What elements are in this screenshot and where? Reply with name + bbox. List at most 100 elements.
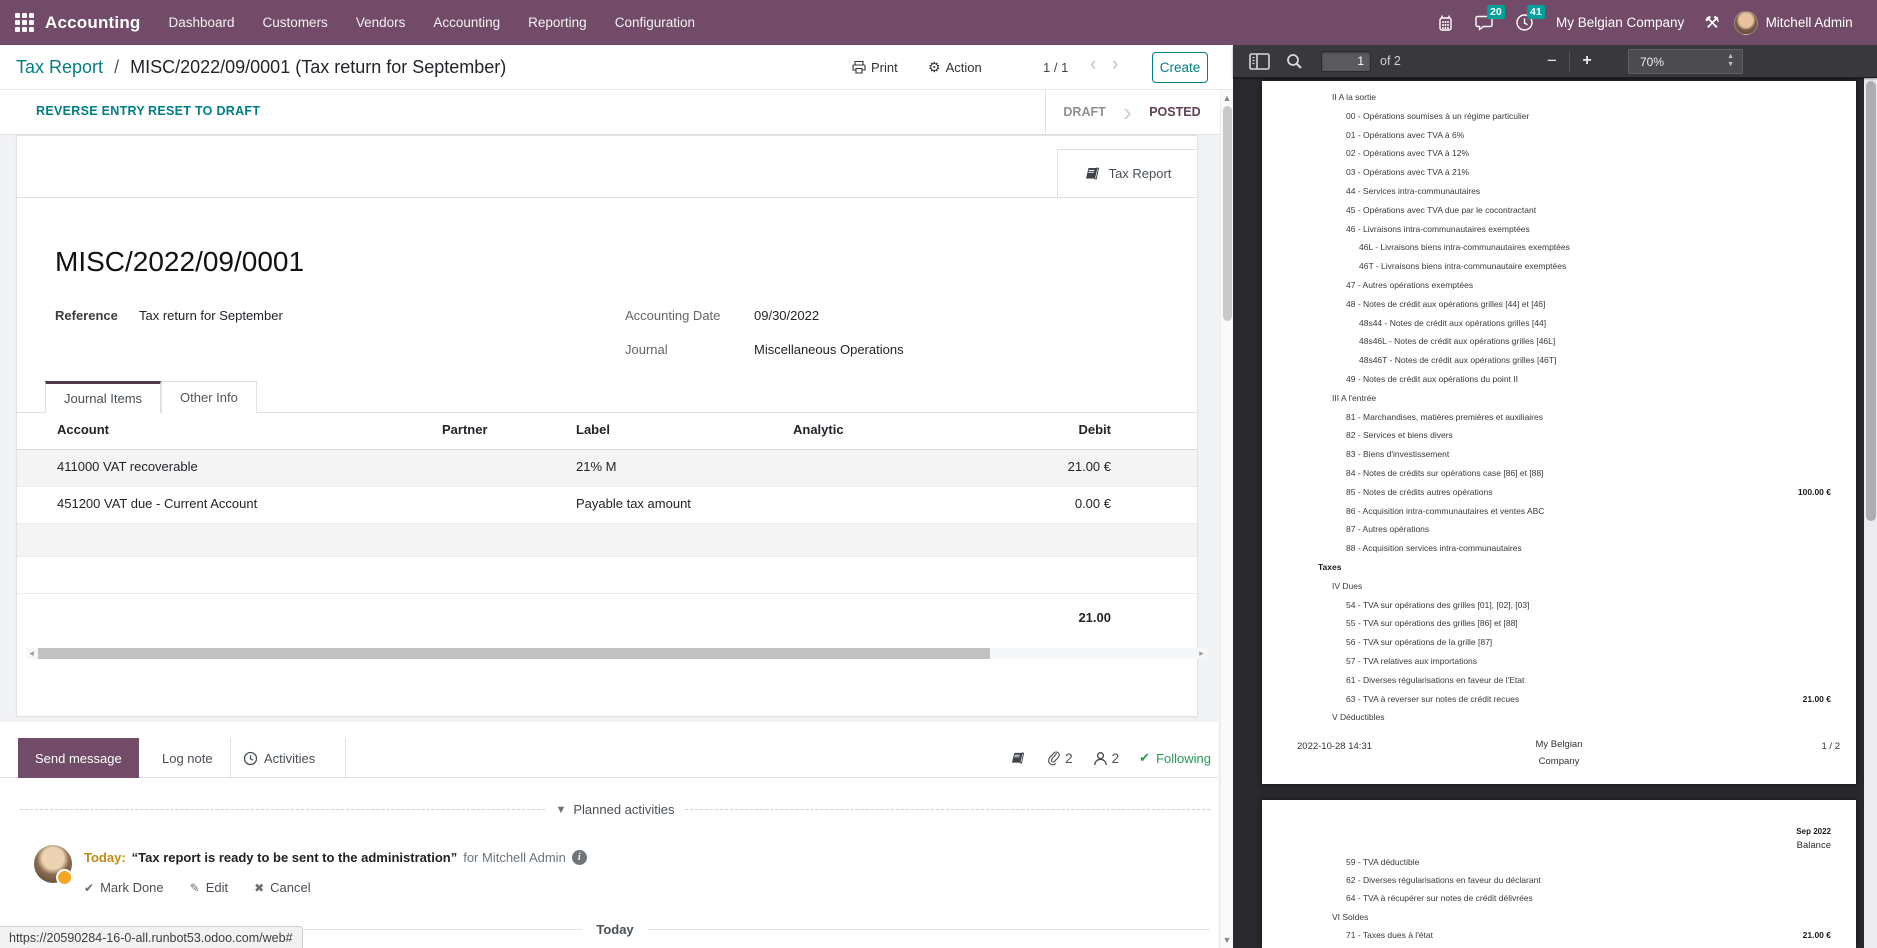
activity-due-badge	[56, 869, 73, 886]
following-button[interactable]: ✔ Following	[1139, 750, 1211, 766]
app-name[interactable]: Accounting	[45, 12, 141, 32]
reverse-entry-button[interactable]: REVERSE ENTRY	[36, 104, 146, 118]
pdf-report-line: VI Soldes	[1332, 911, 1369, 922]
pdf-scroll-thumb[interactable]	[1865, 81, 1876, 521]
debit-total: 21.00	[1078, 610, 1111, 625]
scroll-down-arrow[interactable]: ▼	[1222, 935, 1232, 945]
search-icon[interactable]	[1286, 53, 1303, 70]
accounting-date-label: Accounting Date	[625, 308, 721, 323]
journal-value[interactable]: Miscellaneous Operations	[754, 342, 904, 357]
scroll-right-arrow[interactable]: ▸	[1199, 648, 1204, 658]
activity-due-label: Today:	[84, 850, 126, 865]
column-header-partner: Partner	[442, 422, 488, 437]
nav-menu-vendors[interactable]: Vendors	[355, 15, 406, 30]
status-draft[interactable]: DRAFT	[1063, 105, 1106, 119]
nav-menu-configuration[interactable]: Configuration	[614, 15, 696, 30]
activities-clock-icon[interactable]: 41	[1515, 5, 1545, 32]
systray: 20 41 My Belgian Company ⚒ Mitchell Admi…	[1426, 0, 1877, 45]
horizontal-scroll-thumb[interactable]	[38, 648, 990, 659]
send-message-button[interactable]: Send message	[18, 738, 139, 778]
pdf-report-line: 46L - Livraisons biens intra-communautai…	[1359, 242, 1570, 253]
edit-activity-button[interactable]: ✎ Edit	[189, 880, 229, 895]
info-icon[interactable]: i	[571, 850, 587, 865]
reference-label: Reference	[55, 308, 118, 323]
table-horizontal-scrollbar[interactable]: ◂ ▸	[26, 648, 1207, 659]
check-icon: ✔	[84, 880, 95, 895]
nav-menu-accounting[interactable]: Accounting	[433, 15, 501, 30]
gear-icon: ⚙	[928, 58, 941, 75]
user-name[interactable]: Mitchell Admin	[1765, 15, 1853, 30]
nav-menu-dashboard[interactable]: Dashboard	[168, 15, 235, 30]
chatter: Send message Log note Activities 2	[0, 722, 1218, 948]
table-row[interactable]	[17, 524, 1197, 557]
table-header-border	[17, 449, 1197, 450]
messages-badge: 20	[1487, 5, 1505, 19]
pdf-report-value: 100.00 €	[1797, 486, 1831, 497]
zoom-in-button[interactable]: +	[1582, 52, 1592, 69]
create-button[interactable]: Create	[1152, 52, 1208, 83]
cancel-activity-button[interactable]: ✖ Cancel	[254, 880, 311, 895]
form-vertical-scrollbar[interactable]: ▲ ▼	[1220, 90, 1233, 948]
table-row[interactable]: 411000 VAT recoverable 21% M 21.00 €	[17, 450, 1197, 487]
tax-report-smart-button[interactable]: Tax Report	[1057, 149, 1197, 198]
page-number-input[interactable]	[1321, 50, 1371, 72]
pager-next-button[interactable]: ›	[1112, 54, 1119, 75]
book-icon	[1085, 167, 1099, 180]
pdf-report-line: 59 - TVA déductible	[1346, 857, 1420, 867]
status-posted[interactable]: POSTED	[1149, 105, 1201, 119]
messages-icon[interactable]: 20	[1475, 5, 1505, 32]
pdf-scrollbar[interactable]	[1864, 78, 1877, 948]
pdf-report-line: V Déductibles	[1332, 712, 1385, 723]
table-row[interactable]: 451200 VAT due - Current Account Payable …	[17, 487, 1197, 524]
pager-previous-button[interactable]: ‹	[1090, 54, 1097, 75]
mobile-app-icon[interactable]	[1436, 13, 1455, 32]
form-sheet: Tax Report MISC/2022/09/0001 Reference T…	[16, 135, 1207, 717]
scroll-left-arrow[interactable]: ◂	[29, 648, 34, 658]
journal-label: Journal	[625, 342, 668, 357]
sidebar-toggle-icon[interactable]	[1249, 52, 1270, 70]
breadcrumb-tax-report-link[interactable]: Tax Report	[16, 56, 104, 77]
pdf-toolbar: of 2 − + 70% ▲▼	[1233, 45, 1877, 78]
divider	[230, 738, 231, 778]
pdf-report-line: 71 - Taxes dues à l'état	[1346, 929, 1433, 940]
pdf-report-line: 46 - Livraisons intra-communautaires exe…	[1346, 223, 1530, 234]
activity-summary: “Tax report is ready to be sent to the a…	[131, 850, 458, 865]
table-cell-account: 411000 VAT recoverable	[57, 459, 198, 474]
column-header-account: Account	[57, 422, 109, 437]
tab-other-info[interactable]: Other Info	[161, 381, 257, 413]
smart-button-area: Tax Report	[17, 136, 1197, 198]
pencil-icon: ✎	[189, 880, 200, 895]
user-avatar[interactable]	[1733, 10, 1758, 35]
nav-menu-reporting[interactable]: Reporting	[528, 15, 587, 30]
clock-icon	[243, 751, 258, 765]
reset-to-draft-button[interactable]: RESET TO DRAFT	[148, 104, 261, 118]
pdf-column-period: Sep 2022	[1796, 827, 1831, 836]
reference-value[interactable]: Tax return for September	[139, 308, 283, 323]
column-header-debit: Debit	[1078, 422, 1112, 437]
zoom-out-button[interactable]: −	[1547, 51, 1557, 70]
print-button[interactable]: Print	[852, 60, 898, 75]
activities-button[interactable]: Activities	[243, 738, 315, 778]
attachments-button[interactable]: 2	[1046, 750, 1073, 766]
accounting-date-value[interactable]: 09/30/2022	[754, 308, 820, 323]
developer-tools-icon[interactable]: ⚒	[1704, 12, 1720, 32]
planned-activities-toggle[interactable]: ▼ Planned activities	[555, 802, 675, 817]
vertical-scroll-thumb[interactable]	[1223, 106, 1232, 321]
company-switcher[interactable]: My Belgian Company	[1556, 15, 1685, 30]
status-url-tooltip: https://20590284-16-0-all.runbot53.odoo.…	[0, 926, 303, 948]
zoom-level-select[interactable]: 70% ▲ ▼	[1628, 49, 1743, 74]
pdf-report-line: 48s46L - Notes de crédit aux opérations …	[1359, 336, 1556, 347]
nav-menu-customers[interactable]: Customers	[262, 15, 328, 30]
pdf-report-line: IV Dues	[1332, 580, 1363, 591]
scroll-up-arrow[interactable]: ▲	[1222, 93, 1232, 103]
log-book-icon[interactable]	[1010, 751, 1026, 765]
tab-journal-items[interactable]: Journal Items	[45, 381, 162, 413]
mark-done-button[interactable]: ✔ Mark Done	[84, 880, 164, 895]
action-menu-button[interactable]: ⚙ Action	[928, 58, 982, 75]
followers-button[interactable]: 2	[1093, 751, 1119, 766]
log-note-button[interactable]: Log note	[162, 750, 213, 766]
tabs-underline	[17, 412, 1197, 413]
activities-badge: 41	[1527, 5, 1545, 19]
apps-menu-icon[interactable]	[15, 13, 34, 32]
table-row[interactable]	[17, 557, 1197, 594]
